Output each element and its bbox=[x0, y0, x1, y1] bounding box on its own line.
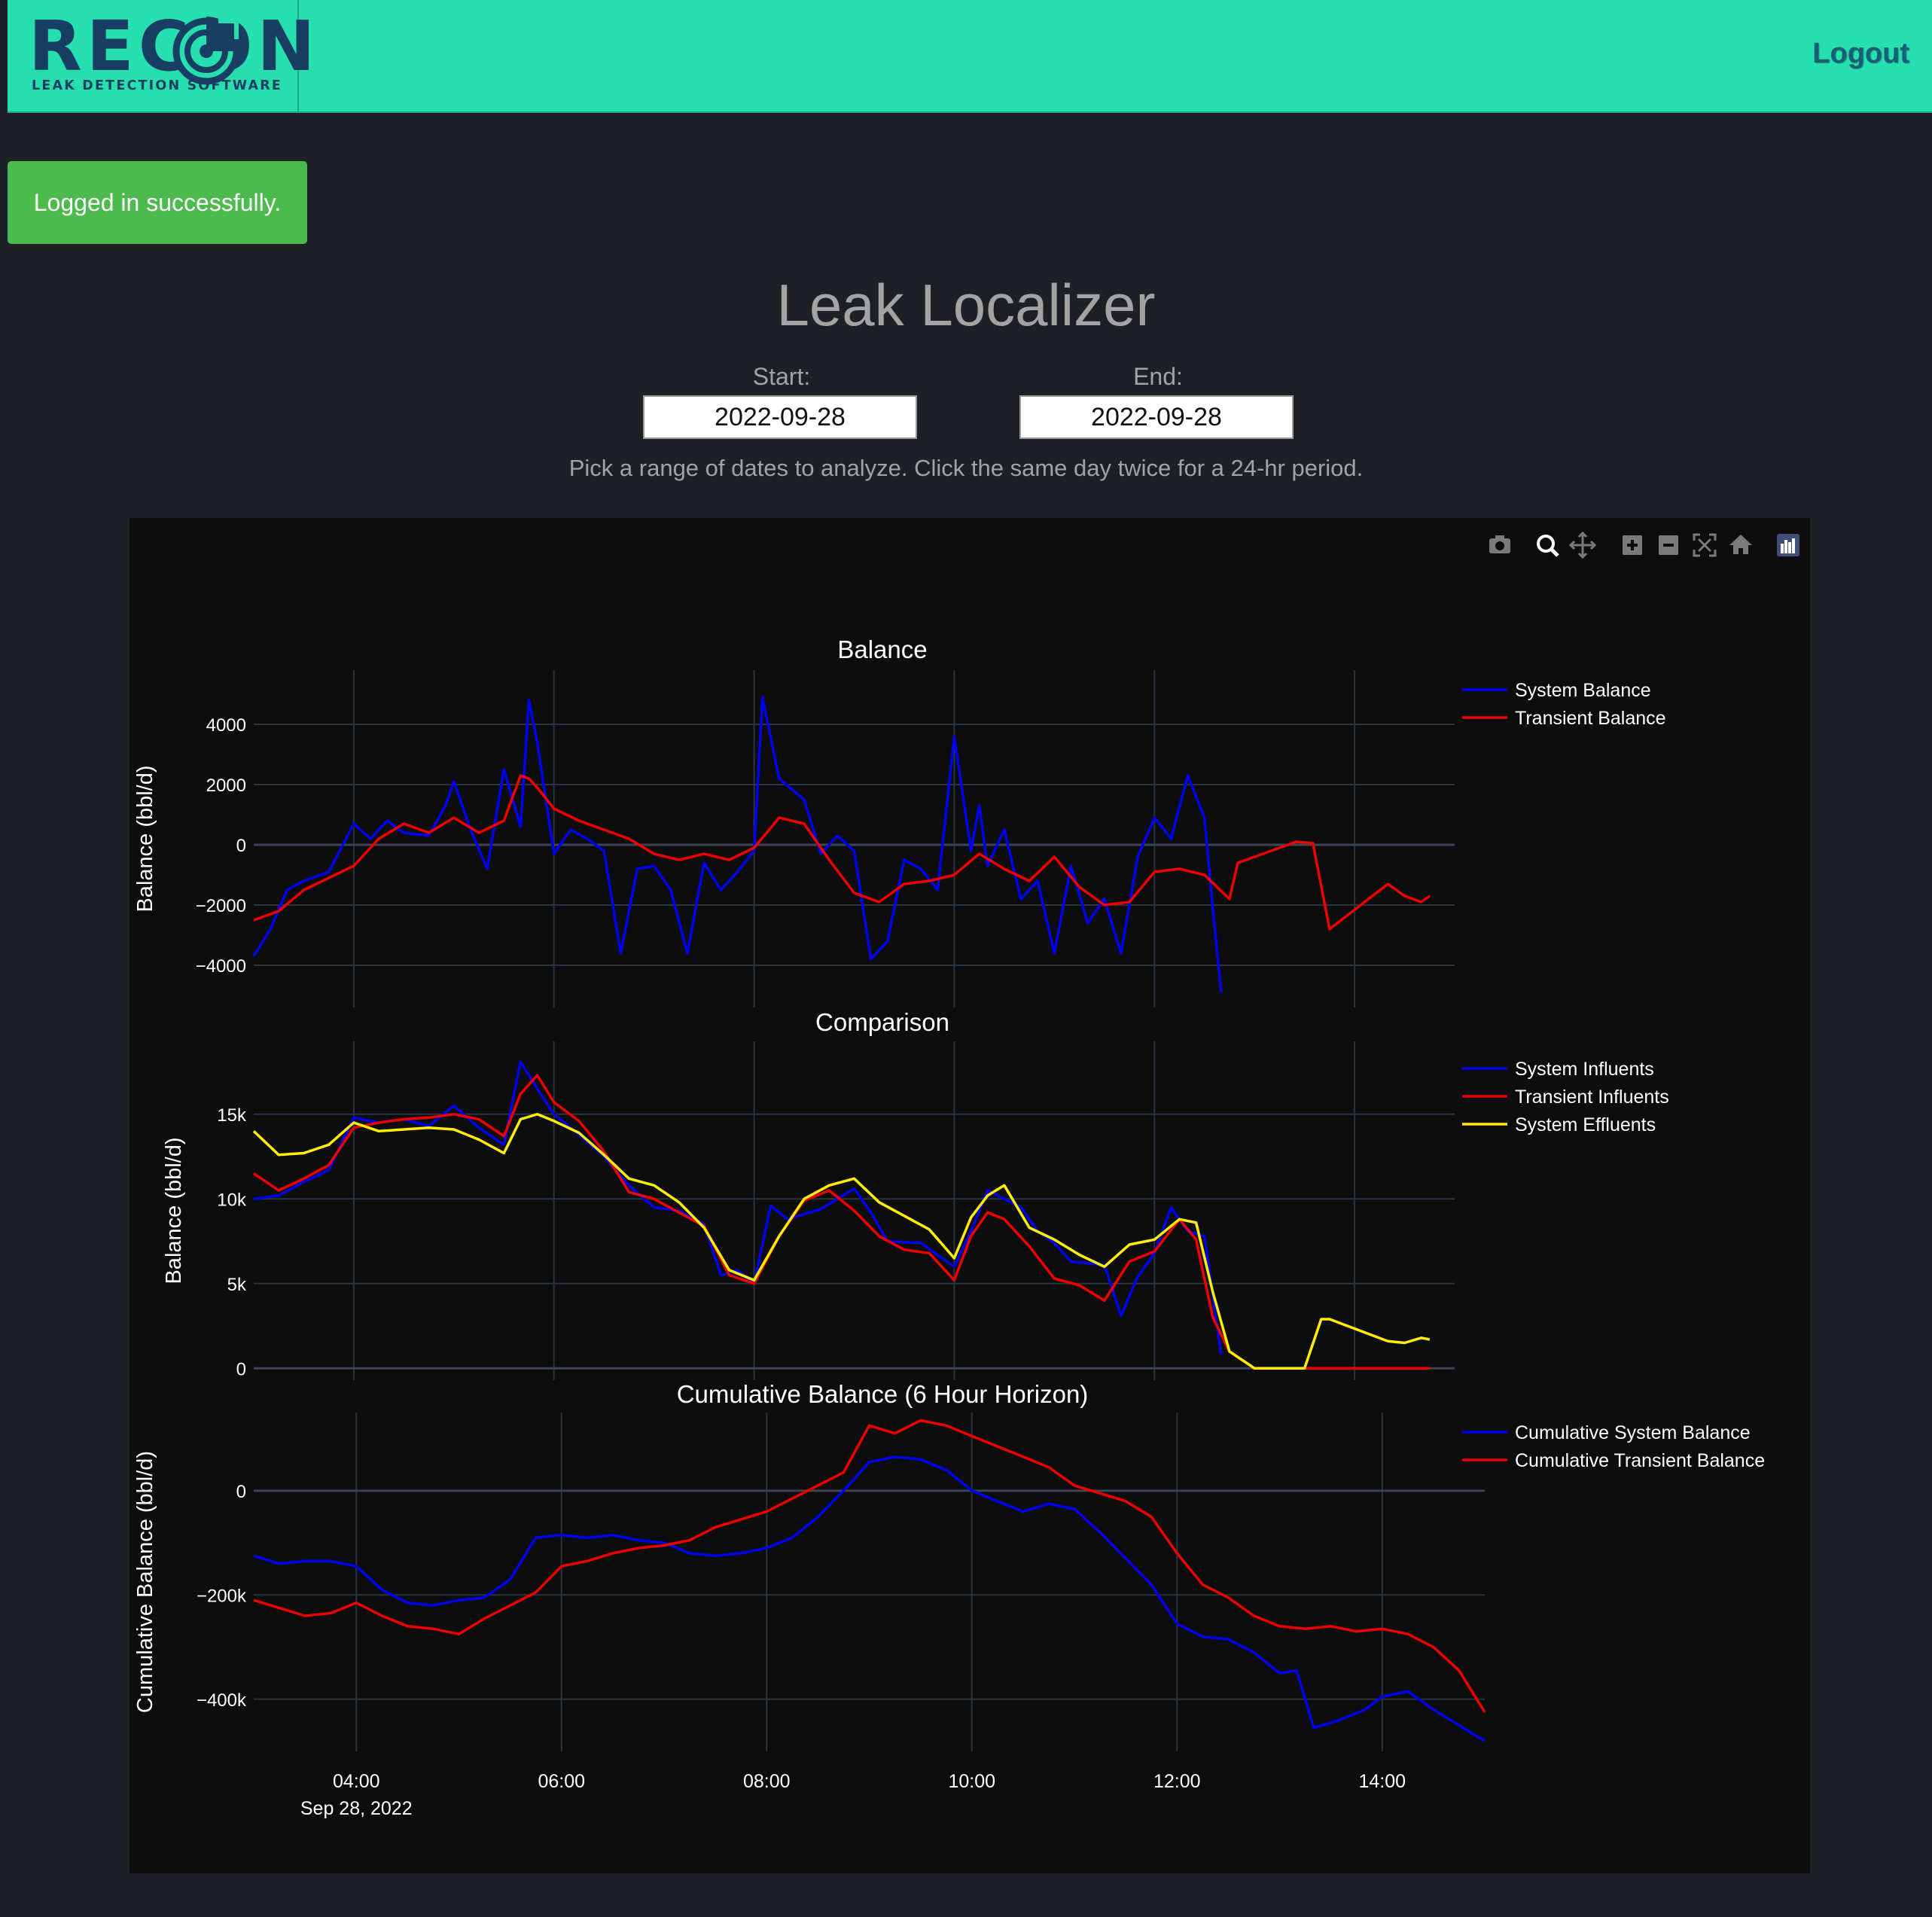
chart-title: Balance bbox=[837, 635, 927, 663]
legend-item: Cumulative System Balance bbox=[1515, 1422, 1751, 1443]
plotly-figure[interactable]: −4000 −2000 0 2000 4000 Balance Balance (bbl/d… bbox=[130, 518, 1810, 1873]
legend-item: System Balance bbox=[1515, 680, 1651, 701]
series-line-transient-balance[interactable] bbox=[253, 774, 1431, 931]
zoom-in-icon[interactable] bbox=[1623, 535, 1642, 555]
series-line-system-effluents[interactable] bbox=[252, 1113, 1431, 1370]
series-line-cumulative-transient-balance[interactable] bbox=[253, 1419, 1486, 1714]
start-date-input[interactable] bbox=[643, 395, 917, 439]
legend-item: Cumulative Transient Balance bbox=[1515, 1450, 1765, 1471]
brand-wordmark: RECON bbox=[29, 9, 319, 84]
plotly-logo-bar bbox=[1792, 538, 1795, 553]
plot-container[interactable]: −4000 −2000 0 2000 4000 Balance Balance (bbl/d… bbox=[130, 518, 1810, 1873]
chart-title: Comparison bbox=[815, 1008, 949, 1036]
zoom-glass bbox=[1537, 535, 1555, 553]
y-tick-label: −200k bbox=[197, 1586, 247, 1606]
y-tick-label: 0 bbox=[236, 1482, 246, 1502]
zoom-in-plus bbox=[1627, 540, 1638, 550]
legend-item: System Influents bbox=[1515, 1059, 1654, 1080]
date-range-hint: Pick a range of dates to analyze. Click … bbox=[568, 455, 1364, 481]
zoom-handle bbox=[1550, 548, 1559, 557]
plotly-logo-icon[interactable] bbox=[1777, 534, 1799, 556]
y-tick-label: 2000 bbox=[206, 776, 246, 796]
legend-item: System Effluents bbox=[1515, 1114, 1656, 1135]
x-date-label: Sep 28, 2022 bbox=[300, 1798, 413, 1819]
camera-icon[interactable] bbox=[1489, 535, 1510, 553]
start-date-label: Start: bbox=[752, 363, 811, 390]
x-tick-label: 04:00 bbox=[333, 1771, 380, 1792]
subplot-3: −400k −200k 0 Cumulative Balance (6 Hour Ho… bbox=[133, 1380, 1765, 1819]
y-tick-label: 0 bbox=[236, 836, 246, 856]
y-axis-label: Balance (bbl/d) bbox=[133, 765, 157, 912]
subplot-2: 0 5k 10k 15k Comparison Balance (bbl/d) System… bbox=[162, 1008, 1669, 1380]
plotly-logo-bar bbox=[1788, 542, 1791, 553]
camera-lens bbox=[1495, 541, 1504, 550]
pan-icon[interactable] bbox=[1568, 531, 1597, 559]
legend-item: Transient Influents bbox=[1515, 1087, 1669, 1108]
legend-item: Transient Balance bbox=[1515, 708, 1666, 729]
x-tick-label: 06:00 bbox=[538, 1771, 585, 1792]
logout-link[interactable]: Logout bbox=[1812, 38, 1909, 69]
brand-tagline: LEAK DETECTION SOFTWARE bbox=[32, 78, 283, 93]
plotly-logo-bar bbox=[1781, 544, 1784, 553]
series-line-transient-influents[interactable] bbox=[253, 1074, 1430, 1370]
x-tick-label: 14:00 bbox=[1358, 1771, 1406, 1792]
end-date-input[interactable] bbox=[1019, 395, 1294, 439]
subplot-1: −4000 −2000 0 2000 4000 Balance Balance (bbl/d… bbox=[133, 635, 1666, 1007]
series-line-cumulative-system-balance[interactable] bbox=[253, 1455, 1486, 1742]
y-tick-label: 5k bbox=[227, 1275, 247, 1295]
flash-message: Logged in successfully. bbox=[8, 161, 307, 244]
autoscale-icon[interactable] bbox=[1693, 533, 1717, 557]
y-tick-label: 15k bbox=[217, 1105, 247, 1126]
pan-arrows bbox=[1568, 531, 1597, 559]
x-tick-label: 08:00 bbox=[743, 1771, 791, 1792]
radar-logo-icon bbox=[172, 17, 241, 85]
series-line-system-balance[interactable] bbox=[252, 696, 1223, 993]
home-shape bbox=[1729, 535, 1752, 554]
page-title: Leak Localizer bbox=[776, 272, 1156, 338]
y-tick-label: −4000 bbox=[196, 956, 246, 977]
y-tick-label: −400k bbox=[197, 1690, 247, 1711]
y-tick-label: 0 bbox=[236, 1359, 246, 1379]
brand-logo[interactable]: RECON LEAK DETECTION SOFTWARE bbox=[8, 0, 315, 111]
autoscale-shape bbox=[1693, 533, 1717, 557]
plot-modebar bbox=[1489, 531, 1799, 559]
y-tick-label: 4000 bbox=[206, 715, 246, 736]
x-tick-label: 10:00 bbox=[948, 1771, 995, 1792]
reset-axes-icon[interactable] bbox=[1729, 535, 1752, 554]
camera-top bbox=[1495, 535, 1504, 539]
y-tick-label: 10k bbox=[217, 1190, 247, 1210]
y-axis-label: Balance (bbl/d) bbox=[162, 1137, 186, 1284]
x-tick-label: 12:00 bbox=[1153, 1771, 1201, 1792]
plotly-logo-bar bbox=[1784, 540, 1787, 553]
plot-svg: −4000 −2000 0 2000 4000 Balance Balance (bbl/d… bbox=[133, 531, 1799, 1819]
y-axis-label: Cumulative Balance (bbl/d) bbox=[133, 1451, 157, 1713]
series-line-system-influents[interactable] bbox=[253, 1060, 1223, 1355]
zoom-out-icon[interactable] bbox=[1659, 535, 1678, 555]
y-tick-label: −2000 bbox=[196, 896, 246, 916]
end-date-label: End: bbox=[1133, 363, 1183, 390]
top-navbar: RECON LEAK DETECTION SOFTWARE Logout bbox=[8, 0, 1932, 113]
zoom-icon[interactable] bbox=[1537, 535, 1559, 557]
chart-title: Cumulative Balance (6 Hour Horizon) bbox=[677, 1380, 1089, 1408]
